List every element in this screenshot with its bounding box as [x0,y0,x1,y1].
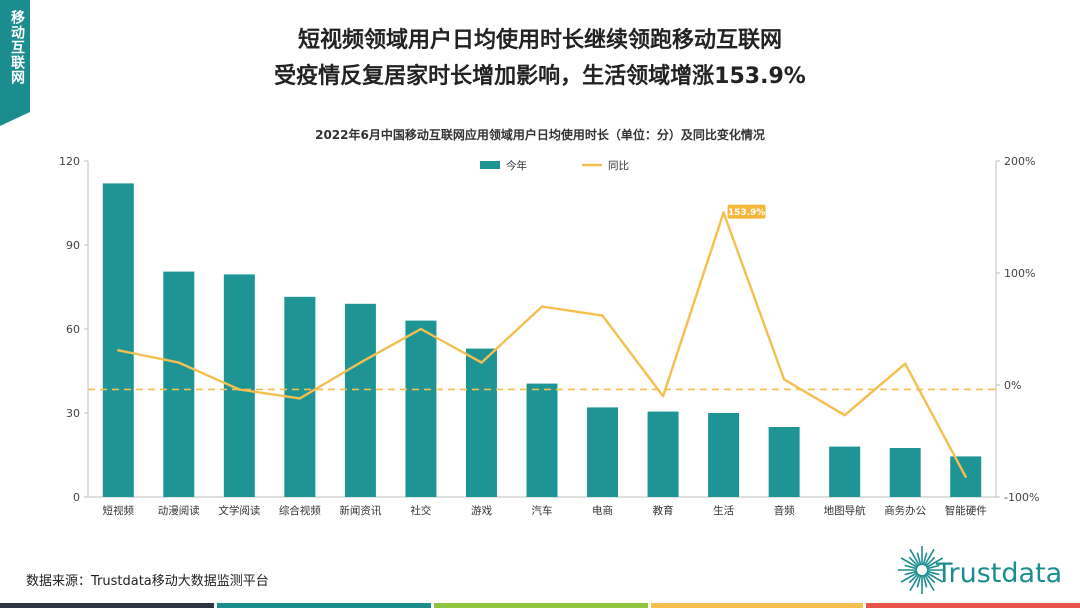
logo-ray [923,573,935,592]
yoy-point-12 [782,378,786,381]
yoy-point-4 [298,397,302,400]
category-label: 游戏 [471,504,492,517]
yoy-point-7 [480,361,483,364]
category-label: 智能硬件 [945,504,987,517]
logo-ray [922,574,928,588]
sunburst-logo-icon [898,546,946,594]
trustdata-logo: Trustdata [894,538,1070,594]
category-label: 新闻资讯 [339,504,381,517]
logo-ray [922,552,928,566]
logo-ray [924,556,936,568]
logo-ray [925,557,944,569]
legend-label-bar: 今年 [506,159,527,172]
annotation-callout-box [727,204,766,219]
bar-8 [526,383,558,497]
yoy-point-5 [359,361,362,364]
category-label: 音频 [774,504,795,517]
section-tab-label: 移动互联网 [9,10,25,85]
left-tick-label: 90 [66,239,80,252]
logo-ray [904,564,918,570]
category-label: 地图导航 [824,504,866,517]
data-source-note: 数据来源：Trustdata移动大数据监测平台 [26,574,269,589]
yoy-point-13 [843,414,846,417]
left-tick-label: 120 [59,155,80,168]
bar-2 [163,271,195,497]
yoy-point-14 [904,362,907,365]
bar-5 [344,303,376,497]
footer-bar-4 [651,603,863,608]
category-label: 动漫阅读 [158,504,200,517]
category-label: 生活 [713,504,734,517]
bar-13 [829,446,861,497]
yoy-point-6 [419,327,423,331]
bar-12 [768,427,800,497]
logo-ray [909,573,921,592]
category-label: 文学阅读 [218,504,260,517]
logo-ray [916,574,922,588]
right-tick-label: 100% [1004,267,1035,280]
category-label: 电商 [592,504,613,517]
section-tab-corner [0,112,30,126]
left-tick-label: 0 [73,491,80,504]
footer-bar-1 [0,603,214,608]
yoy-point-10 [661,395,665,398]
bar-10 [647,411,679,497]
left-tick-label: 30 [66,407,80,420]
right-tick-label: -100% [1004,491,1039,504]
category-label: 教育 [653,504,674,517]
yoy-point-15 [964,475,967,479]
annotation-callout-label: 153.9% [728,208,766,218]
yoy-point-8 [540,305,544,308]
logo-ray [916,552,922,566]
logo-ray [909,548,921,567]
footer-bar-2 [217,603,431,608]
section-tab: 移动互联网 [0,0,30,126]
legend-swatch-bar [480,161,500,169]
headline-line-2: 受疫情反复居家时长增加影响，生活领域增涨153.9% [274,64,806,89]
legend-label-line: 同比 [608,159,629,172]
yoy-point-1 [117,349,120,352]
category-label: 短视频 [103,504,135,517]
logo-ray [900,557,919,569]
footer-bar-3 [434,603,648,608]
logo-ray [908,556,920,568]
bar-1 [102,183,134,497]
yoy-point-9 [601,314,604,317]
bar-7 [465,348,497,497]
bar-9 [587,407,619,497]
bar-11 [708,413,740,497]
chart-title: 2022年6月中国移动互联网应用领域用户日均使用时长（单位：分）及同比变化情况 [315,128,765,142]
footer-bar-5 [866,603,1080,608]
right-tick-label: 0% [1004,379,1021,392]
bar-6 [405,320,437,497]
logo-ray [900,571,919,583]
yoy-point-11 [722,211,725,214]
logo-ray [904,570,918,576]
logo-ray [925,571,944,583]
yoy-point-2 [177,361,180,364]
right-tick-label: 200% [1004,155,1035,168]
logo-ray [923,548,935,567]
category-label: 综合视频 [279,504,321,517]
logo-ray [926,564,940,570]
logo-ray [924,572,936,584]
headline-line-1: 短视频领域用户日均使用时长继续领跑移动互联网 [297,28,782,53]
bar-14 [889,448,921,497]
logo-ray [908,572,920,584]
category-label: 汽车 [532,504,553,517]
logo-ray [926,570,940,576]
logo-wordmark: Trustdata [936,558,1063,589]
category-label: 商务办公 [884,504,926,517]
left-tick-label: 60 [66,323,80,336]
category-label: 社交 [410,504,431,517]
yoy-point-3 [238,388,241,391]
